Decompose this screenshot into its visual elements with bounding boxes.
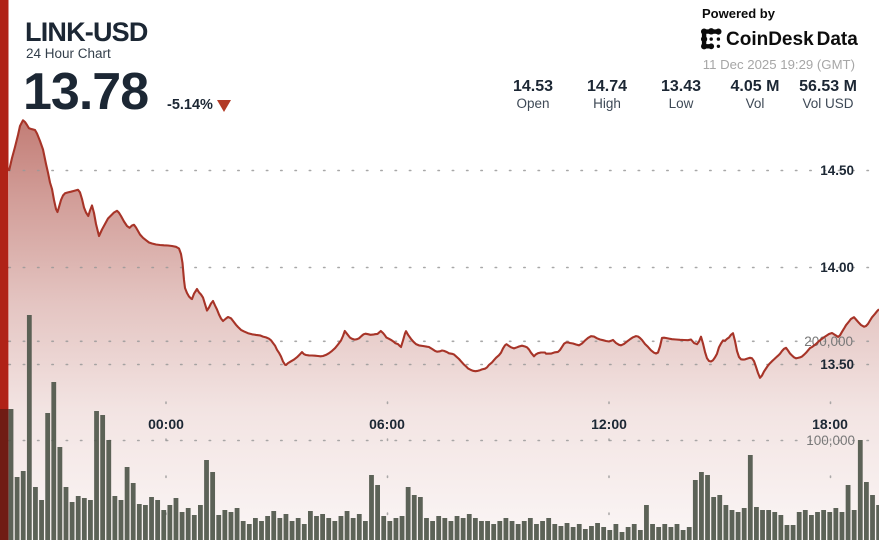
svg-text:100,000: 100,000: [806, 433, 855, 448]
svg-text:200,000: 200,000: [804, 334, 853, 349]
